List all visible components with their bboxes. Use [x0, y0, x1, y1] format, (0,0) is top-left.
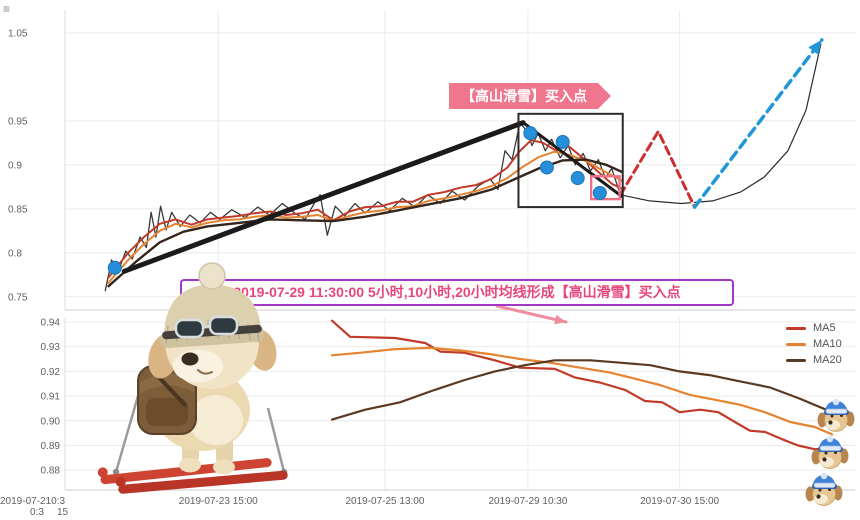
y-tick-label: 0.95: [8, 116, 28, 127]
series-projection-curve: [619, 39, 823, 205]
y-tick-label: 0.89: [41, 441, 61, 452]
buy-zone-box: [589, 175, 621, 201]
series-MA10: [107, 150, 623, 284]
goggles-icon: [162, 315, 262, 340]
ma-legend: MA5 MA10 MA20: [786, 320, 842, 368]
legend-swatch-ma20: [786, 358, 806, 362]
mini-dogs-column: [805, 398, 855, 506]
y-tick-label: 0.85: [8, 204, 28, 215]
y-tick-label: 0.75: [8, 292, 28, 303]
mini-dog-icon: [805, 472, 843, 506]
legend-swatch-ma5: [786, 326, 806, 330]
series-MA5: [330, 319, 834, 451]
signal-dot: [592, 185, 607, 200]
legend-label-ma5: MA5: [813, 322, 836, 334]
mini-dog-icon: [811, 435, 849, 469]
signal-dot: [539, 160, 554, 175]
series-pullback-zigzag: [618, 129, 697, 209]
x-tick-label: 2019-07-23 15:00: [179, 496, 258, 507]
x-tick-label: 2019-07-25 13:00: [345, 496, 424, 507]
backpack-icon: [137, 365, 197, 435]
toolbox-icon[interactable]: ≡: [3, 2, 11, 16]
series-forecast-line: [692, 38, 824, 209]
arrow-head: [554, 314, 566, 325]
corner-tick-label: 2019-07-210:3: [0, 496, 65, 507]
mini-dog-icon: [817, 398, 855, 432]
x-tick-label: 2019-07-29 10:30: [488, 496, 567, 507]
x-tick-label: 2019-07-30 15:00: [640, 496, 719, 507]
series-MA10: [330, 346, 834, 436]
bottom-panel: 0.94 0.93 0.92 0.91 0.90 0.89 0.88 2019-07-23 1…: [0, 317, 855, 518]
y-tick-label: 0.91: [41, 392, 61, 403]
corner-tick-label: 15: [57, 507, 69, 518]
signal-banner: 2019-07-29 11:30:00 5小时,10小时,20小时均线形成【高山…: [180, 279, 734, 306]
y-tick-label: 0.93: [41, 342, 61, 353]
pattern-box: [517, 112, 624, 209]
y-tick-label: 0.88: [41, 466, 61, 477]
y-tick-label: 0.92: [41, 367, 61, 378]
trend-line: [521, 121, 624, 199]
buy-point-flag-text: 【高山滑雪】买入点: [461, 88, 587, 104]
series-MA20: [330, 359, 834, 421]
legend-item-ma20[interactable]: MA20: [786, 352, 842, 368]
pointer-arrow: [495, 304, 568, 324]
y-tick-label: 0.94: [41, 317, 61, 328]
signal-dot: [523, 126, 538, 141]
y-tick-label: 0.90: [41, 416, 61, 427]
ski-dog-illustration: [97, 262, 288, 494]
annotation-layer: [495, 304, 568, 325]
trend-line: [121, 120, 526, 274]
signal-dot: [555, 134, 570, 149]
corner-tick-label: 0:3: [30, 507, 44, 518]
series-MA20: [107, 158, 624, 288]
signal-dot: [570, 171, 585, 186]
signal-dot: [107, 260, 122, 275]
arrow-head: [808, 39, 822, 55]
legend-swatch-ma10: [786, 342, 806, 346]
y-tick-label: 0.9: [8, 160, 22, 171]
legend-label-ma20: MA20: [813, 354, 842, 366]
y-tick-label: 1.05: [8, 28, 28, 39]
buy-point-flag: 【高山滑雪】买入点: [449, 83, 611, 109]
legend-item-ma10[interactable]: MA10: [786, 336, 842, 352]
legend-item-ma5[interactable]: MA5: [786, 320, 842, 336]
legend-label-ma10: MA10: [813, 338, 842, 350]
signal-banner-text: 2019-07-29 11:30:00 5小时,10小时,20小时均线形成【高山…: [233, 284, 681, 300]
y-tick-label: 0.8: [8, 248, 22, 259]
series-base-pullback-zigzag: [619, 129, 696, 208]
